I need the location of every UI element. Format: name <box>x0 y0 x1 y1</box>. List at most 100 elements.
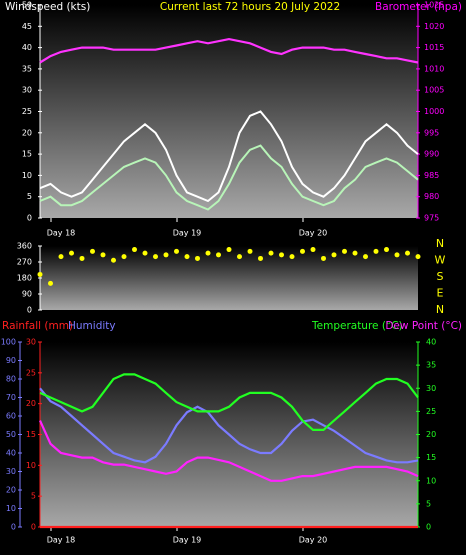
tick-label: 360 <box>17 242 32 251</box>
direction-point <box>405 250 410 256</box>
tick-label: 1000 <box>424 107 444 116</box>
tick-label: 990 <box>424 150 439 159</box>
legend-label: Rainfall (mm) <box>2 320 73 332</box>
tick-label: 5 <box>426 499 431 508</box>
tick-label: 1025 <box>424 1 444 10</box>
direction-point <box>90 248 95 254</box>
chart-title: Current last 72 hours 20 July 2022 <box>160 1 340 13</box>
tick-label: 10 <box>26 461 36 470</box>
x-tick-label: Day 20 <box>299 229 328 238</box>
series-line <box>39 373 419 431</box>
direction-point <box>58 254 64 260</box>
tick-label: 980 <box>424 192 439 201</box>
tick-label: 15 <box>22 150 32 159</box>
compass-label: E <box>437 287 444 300</box>
tick-label: 5 <box>27 192 32 201</box>
legend-label: Dew Point (°C) <box>385 320 462 332</box>
tick-label: 10 <box>426 476 436 485</box>
tick-label: 180 <box>17 274 32 283</box>
tick-label: 20 <box>26 399 36 408</box>
direction-point <box>237 254 242 260</box>
direction-point <box>195 255 200 261</box>
compass-label: W <box>435 254 446 267</box>
tick-label: 15 <box>26 430 36 439</box>
tick-label: 10 <box>6 504 16 513</box>
direction-point <box>321 255 326 261</box>
tick-label: 20 <box>22 128 32 137</box>
x-tick-label: Day 19 <box>173 229 202 238</box>
tick-label: 995 <box>424 128 439 137</box>
direction-point <box>121 254 127 260</box>
tick-label: 25 <box>26 368 36 377</box>
direction-point <box>174 248 179 254</box>
direction-point <box>205 250 211 256</box>
y-axis-label: Windspeed (kts) <box>5 1 90 13</box>
tick-label: 0 <box>31 523 36 532</box>
direction-point <box>310 247 316 253</box>
tick-label: 80 <box>6 375 16 384</box>
tick-label: 0 <box>27 214 32 223</box>
series-line <box>39 37 419 64</box>
x-tick-label: Day 19 <box>173 536 202 545</box>
x-tick-label: Day 18 <box>47 536 76 545</box>
direction-point <box>163 252 169 258</box>
direction-point <box>415 254 421 260</box>
tick-label: 985 <box>424 171 439 180</box>
tick-label: 90 <box>22 290 32 299</box>
direction-point <box>363 254 368 260</box>
tick-label: 1010 <box>424 64 444 73</box>
tick-label: 1005 <box>424 86 444 95</box>
tick-label: 1015 <box>424 43 444 52</box>
series-line <box>38 420 419 482</box>
direction-point <box>331 252 337 258</box>
tick-label: 975 <box>424 214 439 223</box>
direction-point <box>268 250 274 256</box>
compass-label: N <box>436 303 444 316</box>
tick-label: 35 <box>22 64 32 73</box>
compass-label: S <box>437 270 444 283</box>
tick-label: 40 <box>6 449 16 458</box>
tick-label: 270 <box>17 258 32 267</box>
tick-label: 40 <box>426 338 436 347</box>
tick-label: 20 <box>426 430 436 439</box>
series-line <box>39 387 419 464</box>
tick-label: 30 <box>26 338 36 347</box>
direction-point <box>247 248 253 254</box>
tick-label: 100 <box>1 338 16 347</box>
tick-label: 15 <box>426 453 436 462</box>
direction-point <box>69 250 74 256</box>
compass-label: N <box>436 237 444 250</box>
tick-label: 35 <box>426 361 436 370</box>
tick-label: 20 <box>6 486 16 495</box>
direction-point <box>111 257 116 263</box>
tick-label: 25 <box>426 407 436 416</box>
tick-label: 45 <box>22 22 32 31</box>
series-line <box>39 110 419 203</box>
direction-point <box>394 252 400 258</box>
direction-point <box>37 271 43 277</box>
direction-point <box>279 252 284 258</box>
direction-point <box>132 247 137 253</box>
direction-point <box>100 252 106 258</box>
direction-point <box>226 247 232 253</box>
tick-label: 0 <box>11 523 16 532</box>
x-tick-label: Day 18 <box>47 229 76 238</box>
tick-label: 50 <box>6 430 16 439</box>
direction-point <box>48 280 53 286</box>
tick-label: 60 <box>6 412 16 421</box>
direction-point <box>184 254 190 260</box>
direction-point <box>216 252 221 258</box>
legend-label: Temperature (°C) <box>311 320 403 332</box>
direction-point <box>373 248 379 254</box>
direction-point <box>289 254 295 260</box>
tick-label: 30 <box>6 467 16 476</box>
tick-label: 0 <box>27 306 32 315</box>
tick-label: 50 <box>22 1 32 10</box>
direction-point <box>352 250 358 256</box>
tick-label: 70 <box>6 393 16 402</box>
direction-point <box>258 255 263 261</box>
tick-label: 1020 <box>424 22 444 31</box>
tick-label: 5 <box>31 492 36 501</box>
tick-label: 25 <box>22 107 32 116</box>
